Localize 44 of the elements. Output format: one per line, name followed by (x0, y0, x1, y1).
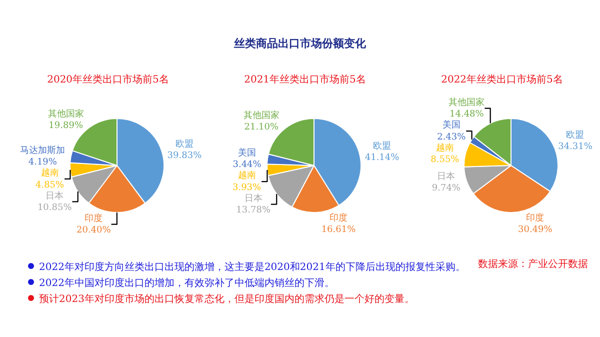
text: 预计2023年对印度市场的出口恢复常态化，但是印度国内的需求仍是一个好的变量。 (39, 294, 414, 305)
slice-label: 印度 (84, 212, 103, 224)
data-label: 41.14% (364, 153, 400, 164)
data-label: 3.44% (232, 160, 262, 170)
data-label: 2.43% (437, 132, 466, 142)
data-label: 4.19% (28, 158, 58, 168)
slice-label: 印度 (329, 212, 348, 224)
slice-label: 美国 (442, 120, 460, 131)
data-label: 30.49% (518, 225, 553, 236)
data-label: 3.93% (232, 182, 262, 193)
data-label: 8.55% (430, 155, 460, 166)
slice-label: 日本 (437, 170, 456, 182)
slice-label: 越南 (238, 170, 256, 182)
data-label: 9.74% (432, 184, 461, 194)
slice-label: 其他国家 (48, 108, 84, 120)
source-note: 数据来源：产业公开数据 (478, 258, 588, 271)
chart-title: 2022年丝类出口市场前5名 (441, 73, 563, 86)
data-label: 16.61% (321, 225, 356, 236)
data-label: 19.89% (48, 121, 84, 132)
slice-label: 马达加斯加 (20, 144, 66, 156)
slice-label: 欧盟 (175, 138, 194, 150)
slice-label: 越南 (40, 168, 59, 179)
slice-label: 欧盟 (373, 140, 392, 152)
slice-label: 美国 (238, 148, 256, 159)
data-label: 4.85% (35, 180, 65, 190)
chart-title: 2020年丝类出口市场前5名 (47, 73, 169, 86)
data-label: 10.85% (37, 202, 72, 213)
slice-label: 其他国家 (448, 96, 485, 108)
data-label: 34.31% (558, 142, 593, 152)
slice-label: 印度 (526, 212, 544, 224)
slice-label: 日本 (244, 192, 262, 204)
slice-label: 欧盟 (566, 129, 584, 140)
slice-label: 越南 (436, 142, 454, 154)
data-label: 13.78% (236, 206, 271, 216)
chart-title: 2021年丝类出口市场前5名 (244, 73, 366, 86)
text: 2022年对印度方向丝类出口出现的激增，这主要是2020和2021年的下降后出现的报复性采购。 (39, 262, 466, 273)
data-label: 14.48% (450, 110, 484, 120)
data-label: 39.83% (167, 150, 202, 161)
data-label: 20.40% (76, 226, 112, 236)
data-label: 21.10% (244, 122, 280, 133)
text: 2022年中国对印度出口的增加，有效弥补了中低端内销丝的下滑。 (39, 278, 334, 289)
text: 丝类商品出口市场份额变化 (233, 36, 367, 51)
slice-label: 其他国家 (243, 110, 280, 122)
slice-label: 日本 (46, 190, 64, 202)
